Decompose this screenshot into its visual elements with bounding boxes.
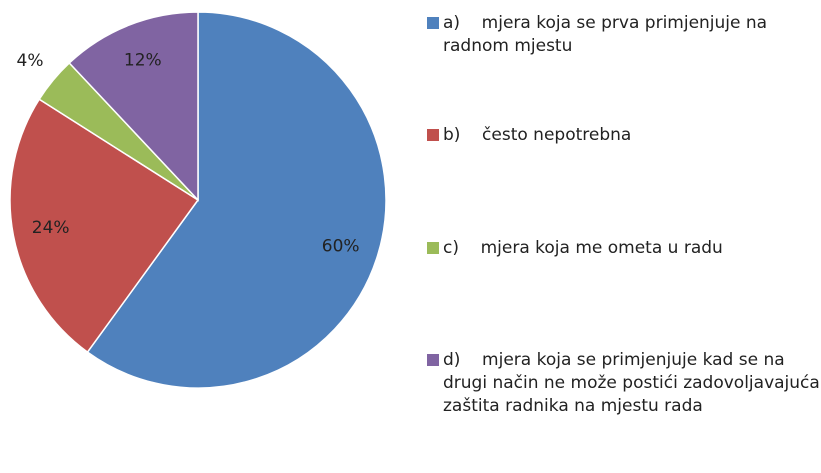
legend-swatch [427, 354, 439, 366]
legend-label: d) mjera koja se primjenjuje kad se na d… [443, 350, 820, 416]
legend-label: b) često nepotrebna [443, 125, 632, 145]
legend-swatch [427, 17, 439, 29]
pie-area: 60% 24% 4% 12% [9, 11, 387, 389]
data-label: 60% [322, 236, 360, 256]
data-label: 24% [32, 218, 70, 238]
legend-swatch [427, 242, 439, 254]
data-label: 4% [17, 51, 44, 71]
pie-slice [9, 98, 200, 354]
legend-label: c) mjera koja me ometa u radu [443, 238, 723, 258]
legend-swatch [427, 129, 439, 141]
data-label: 12% [124, 51, 162, 71]
legend-label: a) mjera koja se prva primjenjuje na rad… [443, 13, 773, 56]
pie-slice [86, 11, 387, 389]
pie-slice [68, 11, 199, 202]
